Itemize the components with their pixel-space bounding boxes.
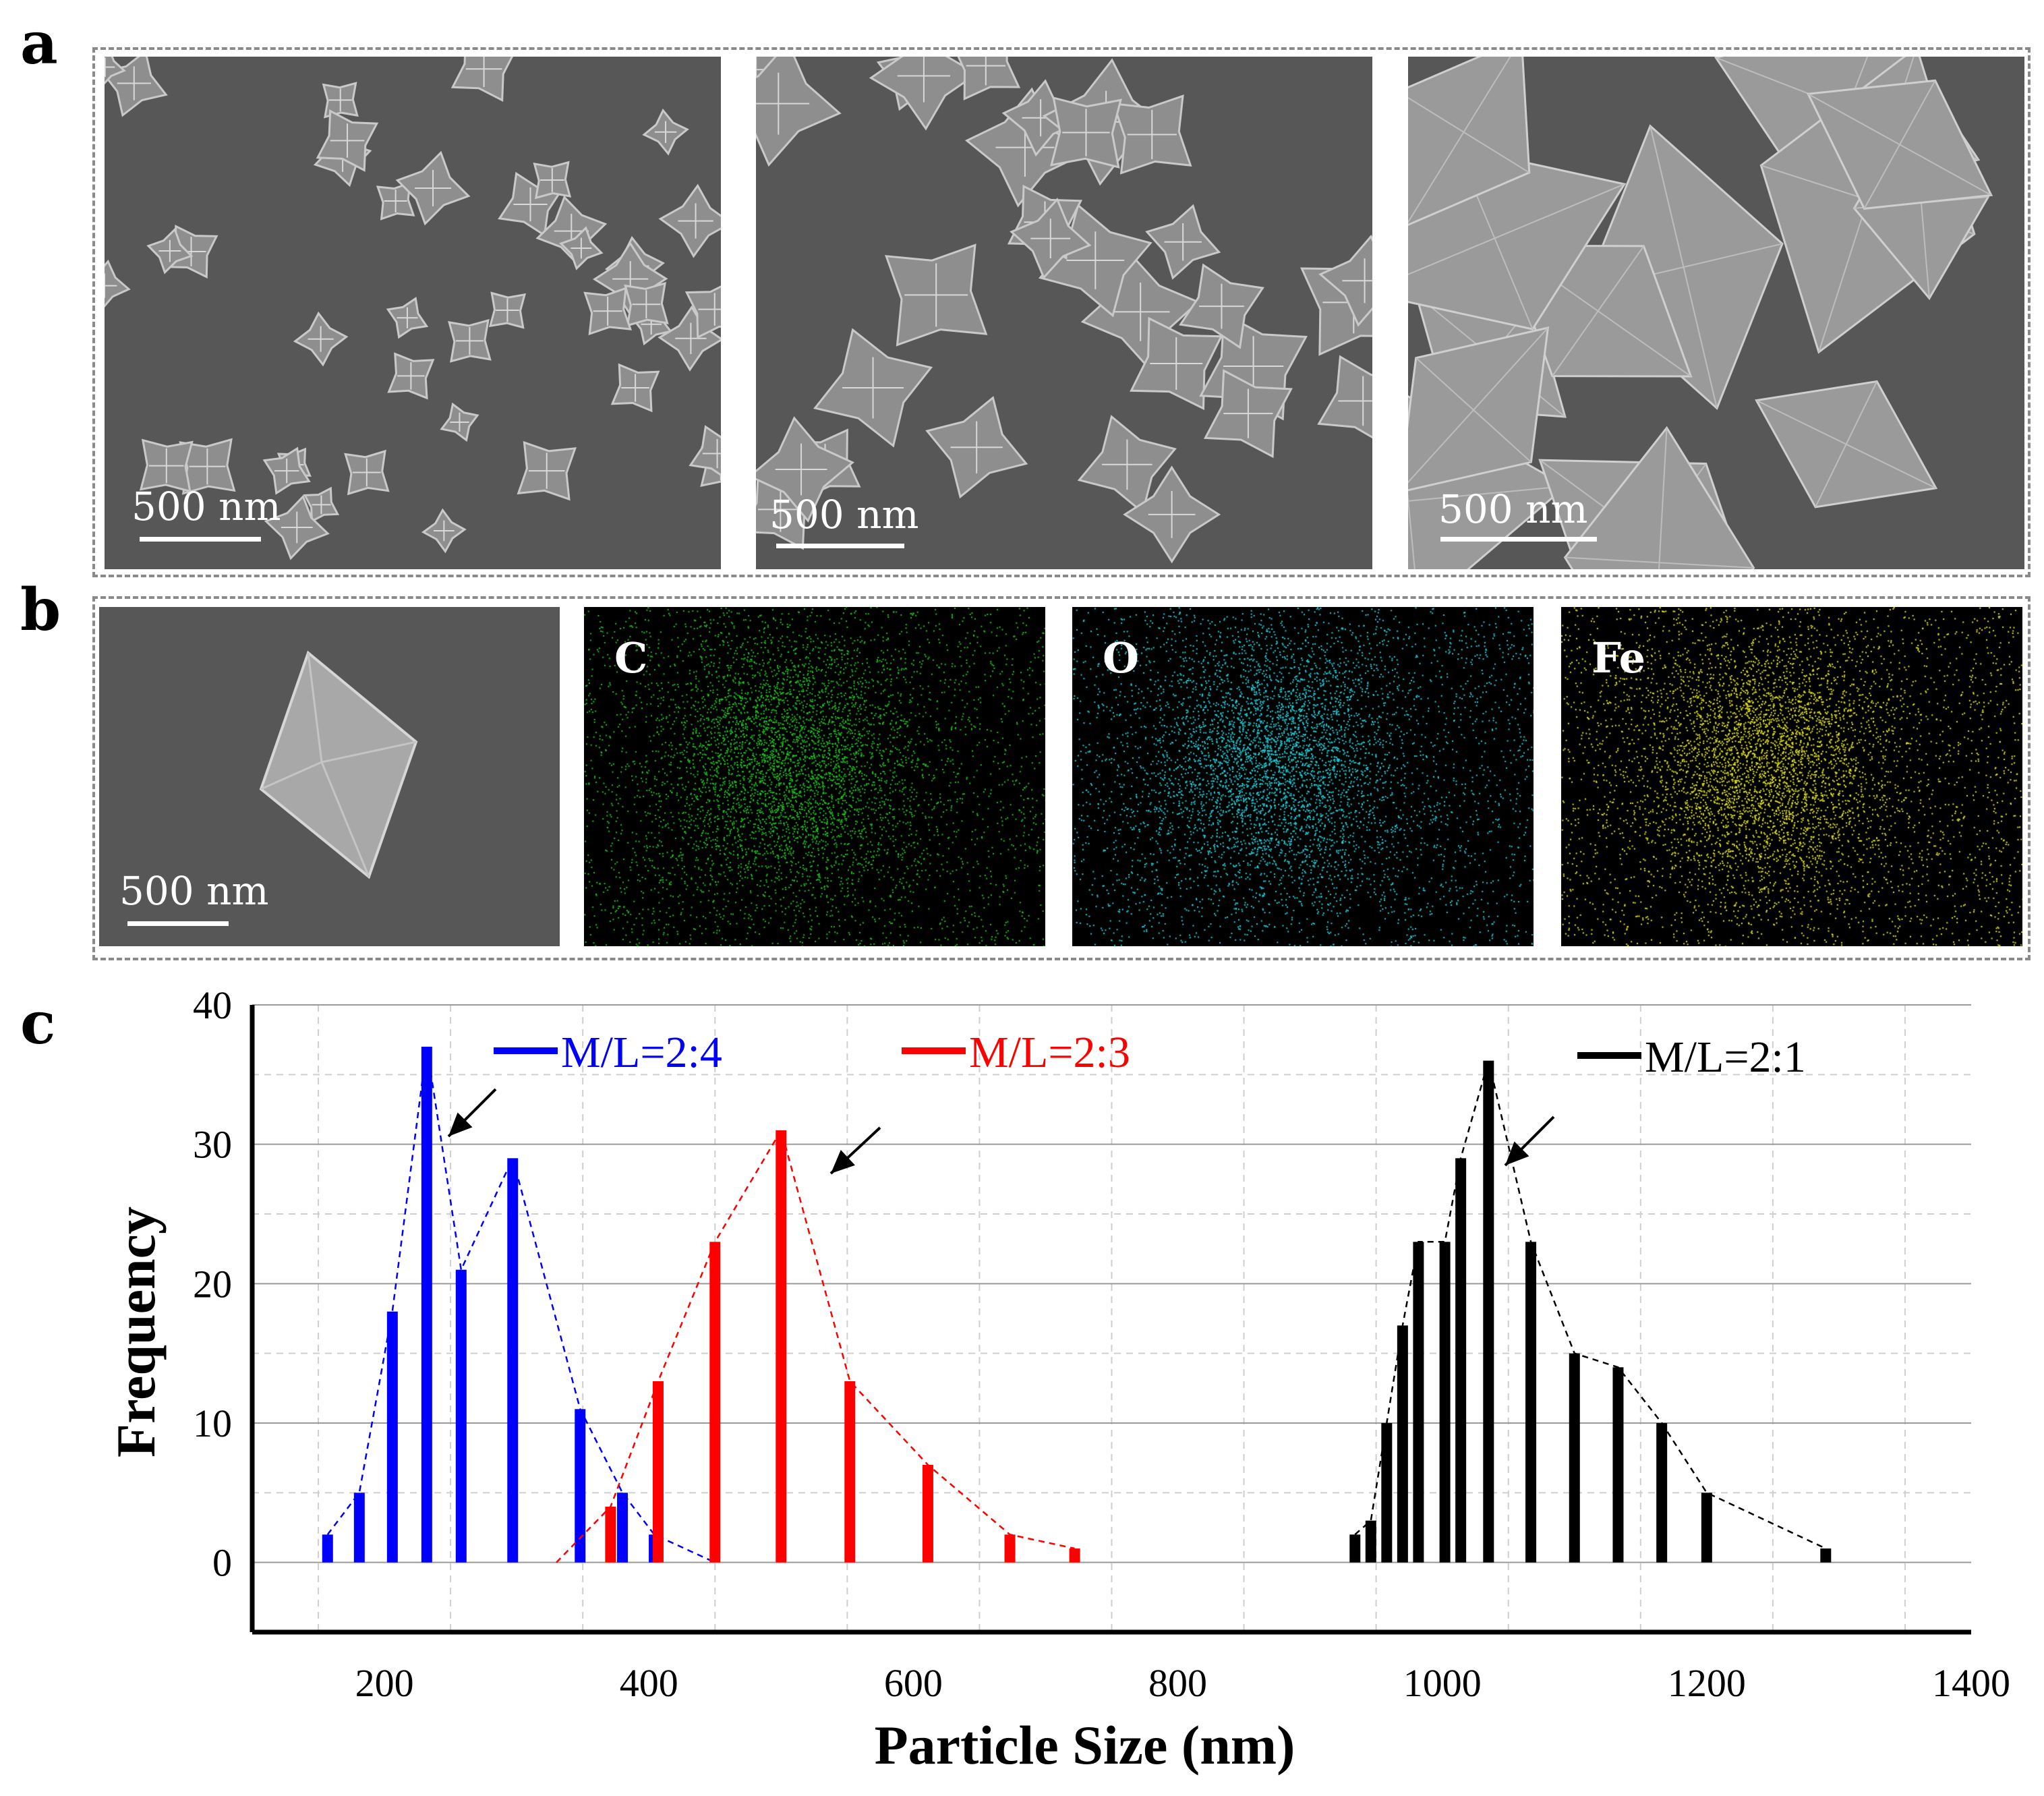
x-tick-label: 1200	[1668, 1661, 1746, 1705]
y-axis-label: Frequency	[105, 1207, 167, 1457]
bar	[1069, 1548, 1080, 1563]
element-label-iron: Fe	[1592, 633, 1646, 683]
bar	[353, 1493, 365, 1563]
bar	[575, 1409, 586, 1563]
bar	[455, 1269, 467, 1563]
bar	[1569, 1353, 1580, 1563]
y-tick-label: 40	[193, 983, 232, 1027]
x-tick-label: 400	[620, 1661, 678, 1705]
bar	[1612, 1367, 1624, 1563]
series-0	[322, 1046, 716, 1563]
scale-bar-label: 500 nm	[132, 484, 281, 529]
bar	[322, 1534, 333, 1563]
eds-map-iron: Fe	[1561, 607, 2022, 946]
bar	[507, 1158, 519, 1563]
bar	[1439, 1242, 1451, 1563]
sem-particles-graphic	[1408, 57, 1993, 569]
scale-bar-label: 500 nm	[769, 492, 919, 538]
scale-bar-label: 500 nm	[119, 868, 269, 914]
scale-bar	[1440, 537, 1597, 542]
series-1	[556, 1128, 1080, 1563]
bar	[386, 1311, 398, 1563]
bar	[709, 1242, 721, 1563]
sem-particles-graphic	[105, 57, 721, 560]
x-axis-label: Particle Size (nm)	[875, 1714, 1295, 1776]
oxygen-dot-map	[1072, 607, 1534, 946]
bar	[1381, 1423, 1393, 1563]
bar	[617, 1493, 629, 1563]
panel-b-frame	[92, 596, 2031, 960]
bar	[652, 1381, 664, 1563]
y-tick-label: 10	[193, 1401, 232, 1445]
bar	[421, 1047, 432, 1563]
bar	[1701, 1493, 1712, 1563]
bar	[1820, 1548, 1832, 1563]
arrow-head	[831, 1150, 855, 1174]
sem-particles-graphic	[756, 57, 1372, 564]
bar	[1349, 1534, 1361, 1563]
scale-bar-label: 500 nm	[1438, 486, 1588, 532]
y-tick-label: 0	[212, 1541, 232, 1585]
arrow-head	[1505, 1141, 1529, 1165]
bar	[1483, 1060, 1494, 1563]
scale-bar	[776, 544, 904, 548]
particle-size-histogram: 200 400 600 800 1000 1200 1400 0 10 20 30 40 Particl…	[105, 983, 2010, 1776]
x-tick-label: 1400	[1932, 1661, 2010, 1705]
bar	[776, 1130, 787, 1563]
sem-image-small-particles: 500 nm	[105, 57, 721, 569]
panel-letter-a: a	[20, 9, 58, 78]
carbon-dot-map	[584, 607, 1045, 946]
bar	[1413, 1242, 1424, 1563]
x-tick-label: 800	[1148, 1661, 1207, 1705]
y-tick-label: 30	[193, 1123, 232, 1167]
panel-letter-c: c	[20, 989, 56, 1058]
trend-line	[1354, 1057, 1826, 1550]
bar	[1525, 1242, 1537, 1563]
iron-dot-map	[1561, 607, 2022, 946]
y-tick-label: 20	[193, 1262, 232, 1306]
element-label-oxygen: O	[1103, 633, 1140, 683]
arrow-head	[448, 1112, 473, 1136]
x-tick-label: 1000	[1403, 1661, 1482, 1705]
eds-map-oxygen: O	[1072, 607, 1534, 946]
scale-bar	[127, 921, 229, 926]
sem-image-large-particles: 500 nm	[1408, 57, 2024, 569]
legend-label: M/L=2:1	[1645, 1033, 1806, 1082]
bar	[1397, 1325, 1408, 1563]
octahedron-graphic	[259, 650, 418, 879]
x-tick-label: 200	[355, 1661, 414, 1705]
trend-line	[556, 1128, 1075, 1563]
bar	[605, 1507, 616, 1563]
bar	[1656, 1423, 1668, 1563]
scale-bar	[140, 537, 261, 542]
bar	[1004, 1534, 1016, 1563]
series-2	[1349, 1057, 1832, 1563]
eds-map-carbon: C	[584, 607, 1045, 946]
element-label-carbon: C	[614, 633, 648, 683]
bar	[844, 1381, 856, 1563]
legend-label: M/L=2:3	[969, 1028, 1130, 1077]
bar	[1365, 1520, 1376, 1563]
sem-image-medium-particles: 500 nm	[756, 57, 1372, 569]
panel-letter-b: b	[20, 576, 61, 644]
x-tick-label: 600	[884, 1661, 943, 1705]
panel-a-frame	[92, 47, 2031, 577]
trend-line	[326, 1046, 716, 1563]
legend-label: M/L=2:4	[561, 1028, 722, 1077]
bar	[922, 1465, 933, 1563]
sem-image-single-octahedron: 500 nm	[99, 607, 560, 946]
bar	[1455, 1158, 1467, 1563]
